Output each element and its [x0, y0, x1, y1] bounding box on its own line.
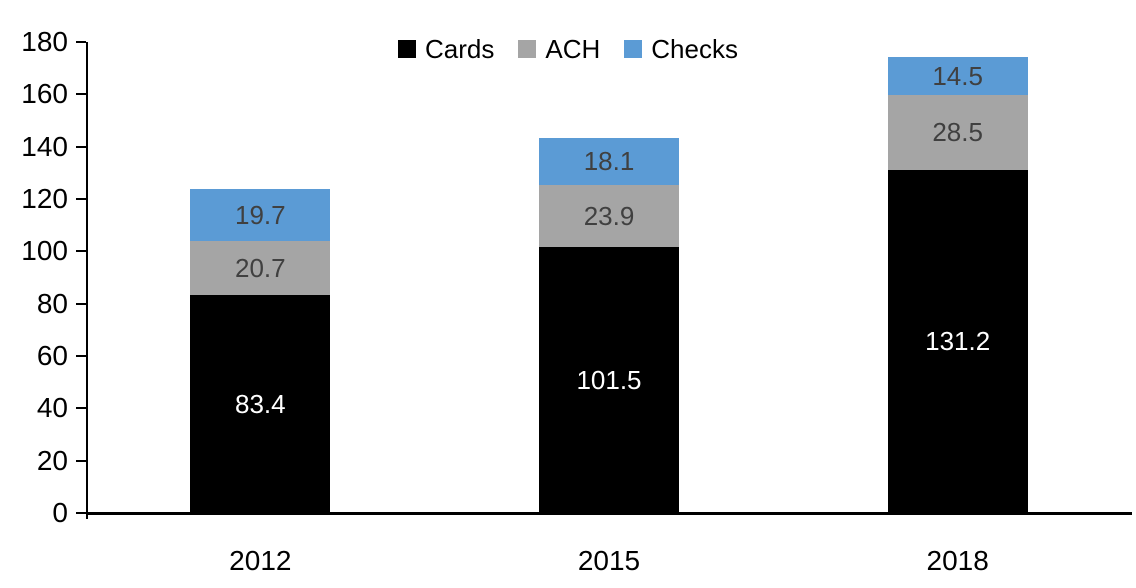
y-axis-tick: [76, 512, 86, 514]
bar-segment-2012-ach: [190, 240, 331, 295]
bar-segment-2015-cards: [539, 247, 679, 513]
legend-item-checks: Checks: [624, 34, 738, 64]
y-axis-tick-label: 60: [36, 340, 68, 371]
y-axis-tick: [76, 250, 86, 253]
bar-segment-2018-checks: [887, 57, 1028, 96]
legend-swatch-icon: [398, 40, 417, 58]
bar-segment-2018-cards: [887, 169, 1028, 513]
y-axis-tick: [76, 198, 86, 200]
bar-segment-2012-checks: [190, 189, 331, 241]
legend-label: Cards: [425, 34, 495, 64]
data-label-2015-ach: 23.9: [583, 201, 635, 232]
y-axis-tick-label: 80: [36, 287, 68, 319]
legend-swatch-icon: [624, 40, 643, 58]
data-label-2012-cards: 83.4: [235, 388, 286, 419]
y-axis-tick-label: 160: [21, 78, 68, 110]
bar-segment-2012-cards: [190, 294, 331, 513]
data-label-2015-checks: 18.1: [583, 146, 635, 177]
legend-label: Checks: [651, 34, 738, 64]
y-axis-tick: [76, 459, 86, 462]
y-axis-tick-label: 140: [21, 130, 68, 162]
legend-item-cards: Cards: [398, 34, 494, 64]
y-axis-tick-label: 40: [36, 392, 68, 424]
data-label-2018-cards: 131.2: [925, 326, 991, 357]
y-axis-tick: [76, 355, 86, 357]
y-axis-tick-label: 20: [36, 444, 68, 476]
y-axis-tick-label: 180: [21, 26, 68, 57]
x-axis-label-2015: 2015: [577, 545, 641, 576]
y-axis-tick: [76, 407, 86, 410]
y-axis-tick: [76, 302, 86, 305]
x-axis-line: [86, 512, 1132, 515]
data-label-2018-checks: 14.5: [932, 61, 983, 92]
y-axis-tick: [76, 93, 86, 96]
legend-swatch-icon: [518, 40, 537, 58]
bar-segment-2015-ach: [539, 184, 679, 248]
chart-legend: Cards ACH Checks: [0, 33, 1136, 65]
y-axis-tick-label: 0: [52, 497, 68, 528]
x-axis-label-2012: 2012: [229, 545, 292, 576]
data-label-2018-ach: 28.5: [932, 117, 983, 148]
y-axis-tick: [76, 41, 86, 43]
y-axis-tick: [76, 145, 86, 148]
bar-segment-2015-checks: [539, 137, 679, 185]
y-axis-tick-label: 100: [21, 235, 68, 267]
y-axis-tick-label: 120: [21, 183, 68, 214]
data-label-2012-checks: 19.7: [235, 199, 286, 230]
data-label-2015-cards: 101.5: [576, 365, 642, 396]
legend-item-ach: ACH: [518, 34, 600, 64]
bar-segment-2018-ach: [887, 95, 1028, 170]
x-axis-label-2018: 2018: [926, 545, 989, 576]
legend-label: ACH: [545, 34, 601, 64]
data-label-2012-ach: 20.7: [235, 252, 286, 283]
y-axis-line: [86, 42, 88, 519]
